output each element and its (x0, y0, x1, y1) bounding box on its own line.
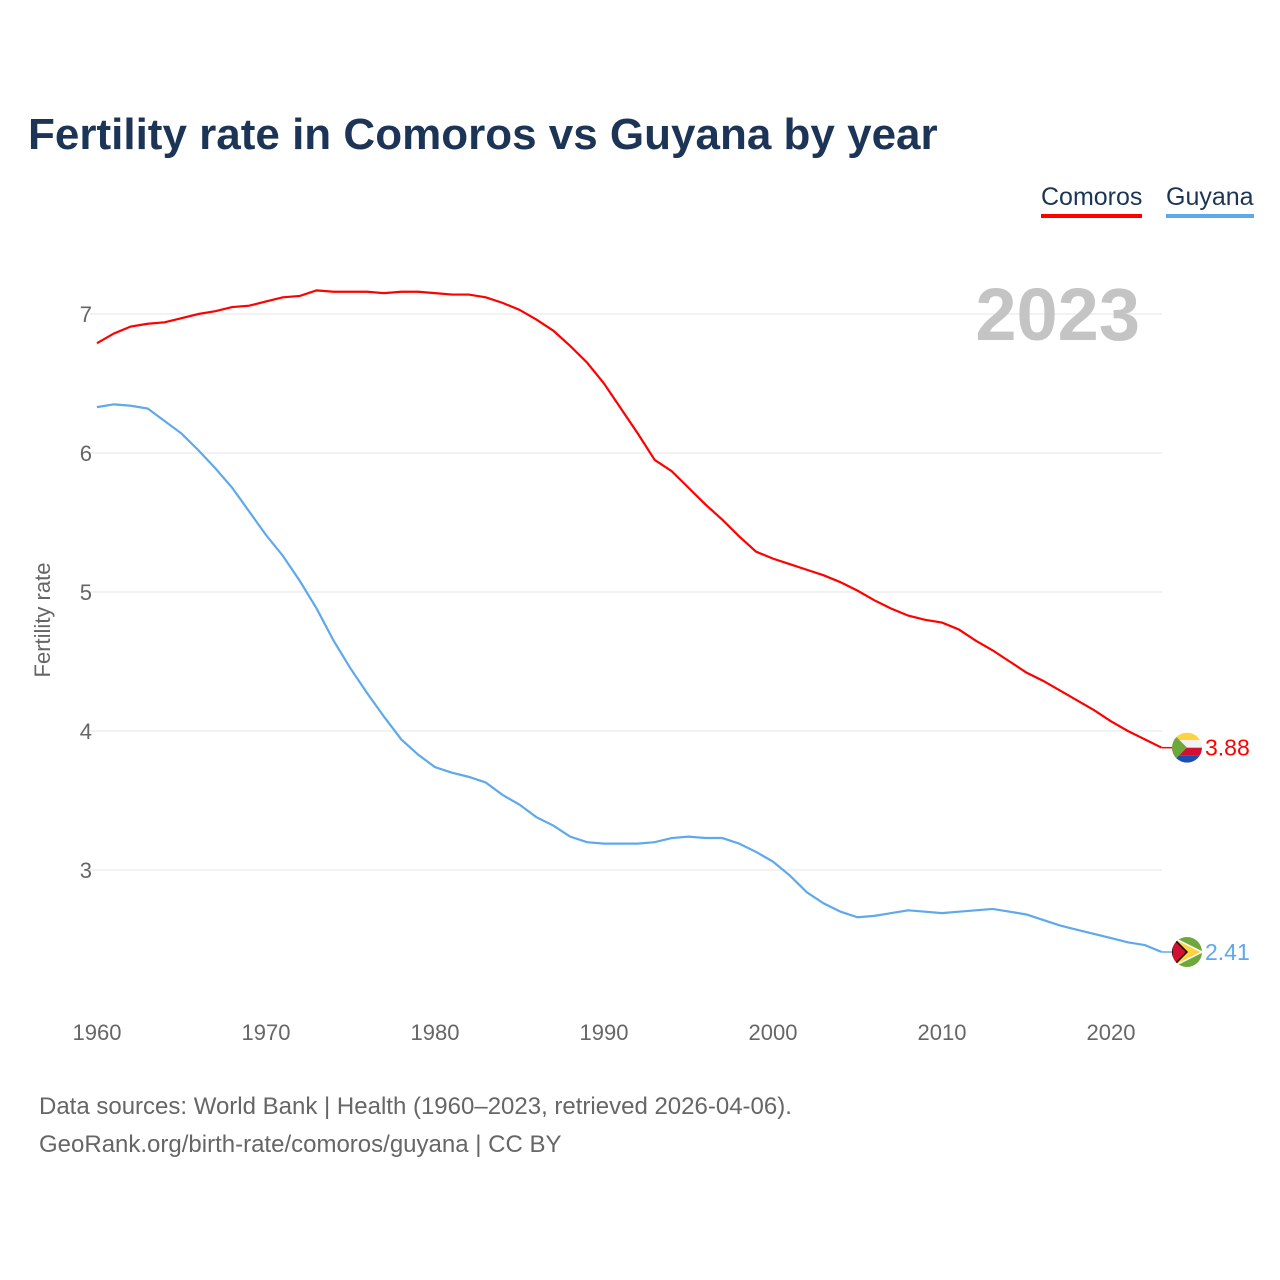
comoros-flag-icon (1172, 740, 1202, 748)
y-tick-label: 7 (80, 302, 92, 327)
x-tick-label: 2010 (918, 1020, 967, 1045)
series-line-comoros (96, 289, 1163, 749)
y-tick-label: 5 (80, 580, 92, 605)
y-axis-label: Fertility rate (30, 563, 55, 678)
source-note: Data sources: World Bank | Health (1960–… (39, 1088, 792, 1164)
guyana-flag-icon (1172, 937, 1189, 968)
x-tick-label: 1990 (580, 1020, 629, 1045)
comoros-flag-icon (1172, 747, 1202, 756)
comoros-flag-icon (1172, 732, 1187, 763)
series-line-guyana (96, 403, 1163, 954)
legend-comoros[interactable]: Comoros (1041, 183, 1143, 218)
end-value-label: 2.41 (1205, 939, 1250, 965)
comoros-flag-icon (1172, 755, 1202, 763)
source-line-1: Data sources: World Bank | Health (1960–… (39, 1093, 792, 1120)
y-tick-label: 4 (80, 719, 92, 744)
source-line-2[interactable]: GeoRank.org/birth-rate/comoros/guyana | … (39, 1131, 562, 1158)
comoros-flag-icon (1172, 732, 1202, 741)
x-tick-label: 2020 (1087, 1020, 1136, 1045)
y-tick-label: 6 (80, 441, 92, 466)
y-tick-label: 3 (80, 858, 92, 883)
end-value-label: 3.88 (1205, 735, 1250, 761)
year-label: 2023 (975, 273, 1140, 356)
x-tick-label: 2000 (749, 1020, 798, 1045)
x-tick-label: 1960 (73, 1020, 122, 1045)
x-tick-label: 1980 (411, 1020, 460, 1045)
x-tick-label: 1970 (242, 1020, 291, 1045)
legend-guyana[interactable]: Guyana (1166, 183, 1254, 218)
chart-title: Fertility rate in Comoros vs Guyana by y… (28, 110, 938, 159)
